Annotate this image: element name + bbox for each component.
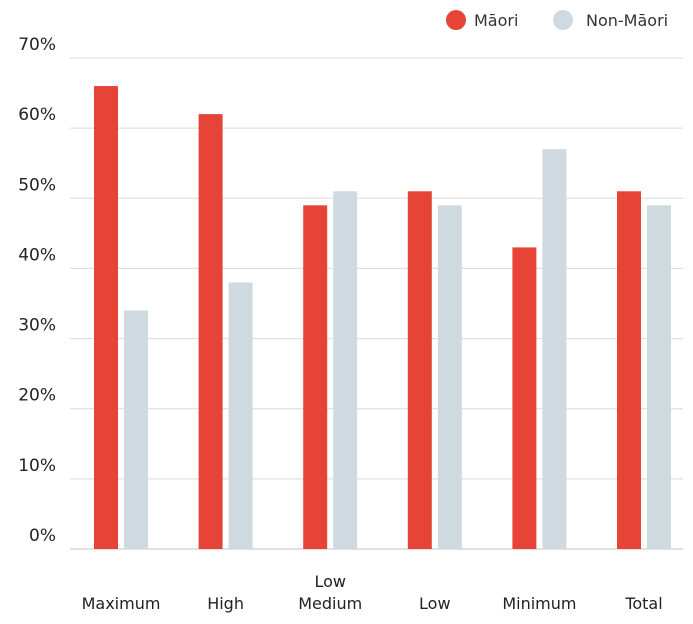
y-tick-label: 60%: [18, 105, 56, 125]
y-tick-label: 70%: [18, 35, 56, 55]
y-axis-tick-labels: 0% 10% 20% 30% 40% 50% 60% 70%: [18, 35, 56, 546]
gridlines: [70, 57, 683, 550]
bar-maori: [198, 114, 223, 549]
bar-maori: [94, 86, 118, 550]
y-tick-label: 30%: [18, 316, 56, 336]
y-tick-label: 10%: [18, 456, 56, 476]
bar-non-maori: [647, 205, 671, 550]
x-category-label: Low: [419, 594, 451, 613]
legend: Māori Non-Māori: [446, 10, 668, 30]
y-tick-label: 0%: [29, 526, 56, 546]
y-tick-label: 20%: [18, 386, 56, 406]
x-category-label: Low: [314, 572, 346, 591]
bar-maori: [407, 191, 432, 549]
bar-maori: [617, 191, 641, 549]
legend-label: Non-Māori: [586, 11, 668, 30]
x-axis-category-labels: Maximum High Low Medium Low Minimum Total: [82, 572, 663, 613]
x-category-label: High: [207, 594, 244, 613]
x-category-label: Medium: [298, 594, 362, 613]
bar-non-maori: [437, 205, 462, 550]
x-category-label: Minimum: [502, 594, 576, 613]
bar-non-maori: [333, 191, 358, 549]
y-tick-label: 50%: [18, 175, 56, 195]
bar-non-maori: [124, 310, 148, 549]
bar-maori: [303, 205, 328, 550]
legend-swatch: [553, 10, 573, 30]
bar-maori: [512, 247, 537, 549]
legend-swatch: [446, 10, 466, 30]
bar-non-maori: [228, 282, 253, 549]
x-category-label: Maximum: [82, 594, 161, 613]
y-tick-label: 40%: [18, 245, 56, 265]
x-category-label: Total: [624, 594, 662, 613]
legend-label: Māori: [474, 11, 518, 30]
bar-non-maori: [542, 149, 567, 549]
bars: [94, 86, 671, 550]
